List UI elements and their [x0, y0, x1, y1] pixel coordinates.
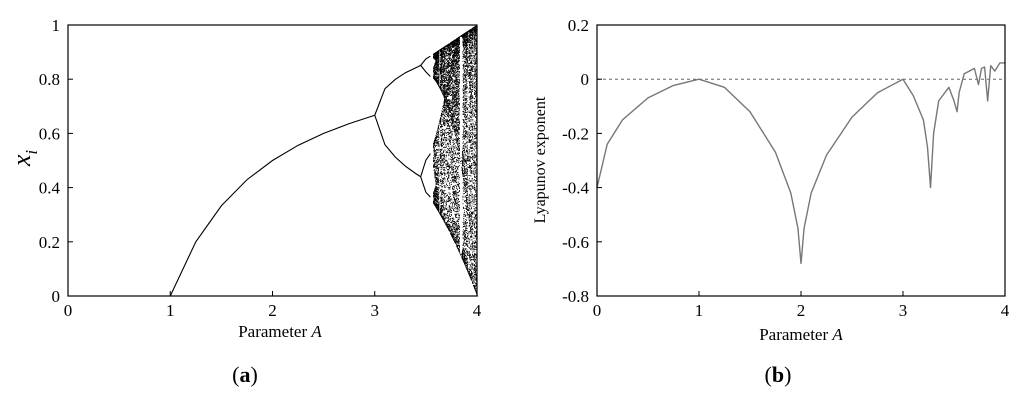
lyapunov-x-axis-label-text: Parameter: [759, 325, 832, 344]
bifurcation-branch: [169, 114, 375, 297]
bifurcation-branch: [420, 55, 431, 66]
bifurcation-y-tick-label: 0.4: [39, 179, 61, 198]
lyapunov-x-tick-label: 1: [695, 301, 704, 320]
lyapunov-x-axis-label: Parameter A: [759, 325, 843, 344]
bifurcation-x-ticks: 0 1 2 3 4: [64, 291, 482, 320]
lyapunov-marks: [596, 62, 1005, 265]
bifurcation-y-axis-label-var: x: [7, 154, 36, 167]
bifurcation-x-tick-label: 1: [166, 301, 175, 320]
lyapunov-x-tick-label: 3: [899, 301, 908, 320]
bifurcation-caption-open: (: [232, 362, 239, 387]
bifurcation-caption-close: ): [251, 362, 258, 387]
lyapunov-y-axis-label: Lyapunov exponent: [532, 96, 549, 223]
lyapunov-x-tick-label: 0: [593, 301, 602, 320]
bifurcation-y-tick-label: 0.8: [39, 70, 60, 89]
bifurcation-x-tick-label: 3: [371, 301, 380, 320]
bifurcation-x-axis-label-text: Parameter: [238, 322, 311, 341]
bifurcation-branch: [374, 115, 421, 178]
lyapunov-panel: 0 1 2 3 4 -0.8 -0.6 -0.4 -0.2 0 0.2 Parameter A L…: [532, 16, 1010, 387]
bifurcation-x-tick-label: 4: [473, 301, 482, 320]
lyapunov-curve: [596, 62, 1005, 265]
lyapunov-y-tick-label: 0: [581, 70, 590, 89]
lyapunov-x-axis-label-symbol: A: [831, 325, 843, 344]
lyapunov-caption: (b): [765, 362, 792, 387]
lyapunov-y-tick-label: -0.8: [562, 287, 589, 306]
bifurcation-x-axis-label: Parameter A: [238, 322, 322, 341]
bifurcation-y-tick-label: 0.2: [39, 233, 60, 252]
bifurcation-panel: 0 1 2 3 4 0 0.2 0.4 0.6 0.8 1 Parameter A xi (a): [7, 16, 482, 387]
bifurcation-branch: [420, 65, 431, 77]
bifurcation-caption: (a): [232, 362, 258, 387]
lyapunov-x-tick-label: 4: [1001, 301, 1010, 320]
lyapunov-caption-open: (: [765, 362, 772, 387]
lyapunov-y-ticks: -0.8 -0.6 -0.4 -0.2 0 0.2: [562, 16, 602, 306]
lyapunov-plot-frame: [596, 24, 1006, 297]
bifurcation-branch: [420, 153, 431, 177]
bifurcation-y-ticks: 0 0.2 0.4 0.6 0.8 1: [39, 16, 73, 306]
bifurcation-branch: [374, 64, 421, 116]
bifurcation-y-tick-label: 1: [52, 16, 61, 35]
bifurcation-marks: [169, 24, 478, 297]
bifurcation-x-tick-label: 0: [64, 301, 73, 320]
lyapunov-y-tick-label: -0.2: [562, 124, 589, 143]
bifurcation-caption-letter: a: [240, 362, 251, 387]
lyapunov-y-tick-label: -0.4: [562, 179, 589, 198]
bifurcation-y-axis-label: xi: [7, 150, 41, 168]
lyapunov-x-tick-label: 2: [797, 301, 806, 320]
lyapunov-x-ticks: 0 1 2 3 4: [593, 291, 1010, 320]
bifurcation-y-tick-label: 0.6: [39, 124, 60, 143]
bifurcation-x-tick-label: 2: [268, 301, 277, 320]
lyapunov-y-tick-label: -0.6: [562, 233, 589, 252]
chaotic-region: [433, 24, 478, 297]
lyapunov-caption-close: ): [784, 362, 791, 387]
lyapunov-caption-letter: b: [772, 362, 784, 387]
bifurcation-y-tick-label: 0: [52, 287, 61, 306]
bifurcation-x-axis-label-symbol: A: [310, 322, 322, 341]
lyapunov-y-tick-label: 0.2: [568, 16, 589, 35]
bifurcation-branch: [420, 176, 431, 198]
bifurcation-y-axis-label-subscript: i: [22, 150, 41, 155]
